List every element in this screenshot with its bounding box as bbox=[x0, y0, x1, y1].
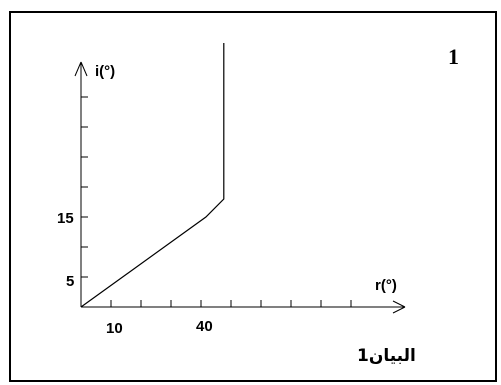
y-tick-label-15: 15 bbox=[57, 210, 74, 227]
figure-number: 1 bbox=[448, 44, 459, 69]
x-tick-label-40: 40 bbox=[196, 318, 213, 335]
ticks bbox=[81, 96, 352, 307]
y-tick-label-5: 5 bbox=[66, 273, 74, 290]
y-axis-arrow-right bbox=[80, 61, 88, 77]
figure-caption: البيان1 bbox=[357, 346, 416, 366]
figure-frame bbox=[9, 11, 497, 382]
y-axis-label: i(°) bbox=[95, 63, 115, 80]
x-tick-label-10: 10 bbox=[106, 320, 123, 337]
data-curve bbox=[80, 43, 225, 308]
y-axis-arrow-left bbox=[74, 61, 82, 77]
x-axis-arrow-lower bbox=[392, 306, 406, 314]
x-axis-label: r(°) bbox=[375, 277, 397, 294]
x-axis-arrow-upper bbox=[392, 300, 406, 308]
